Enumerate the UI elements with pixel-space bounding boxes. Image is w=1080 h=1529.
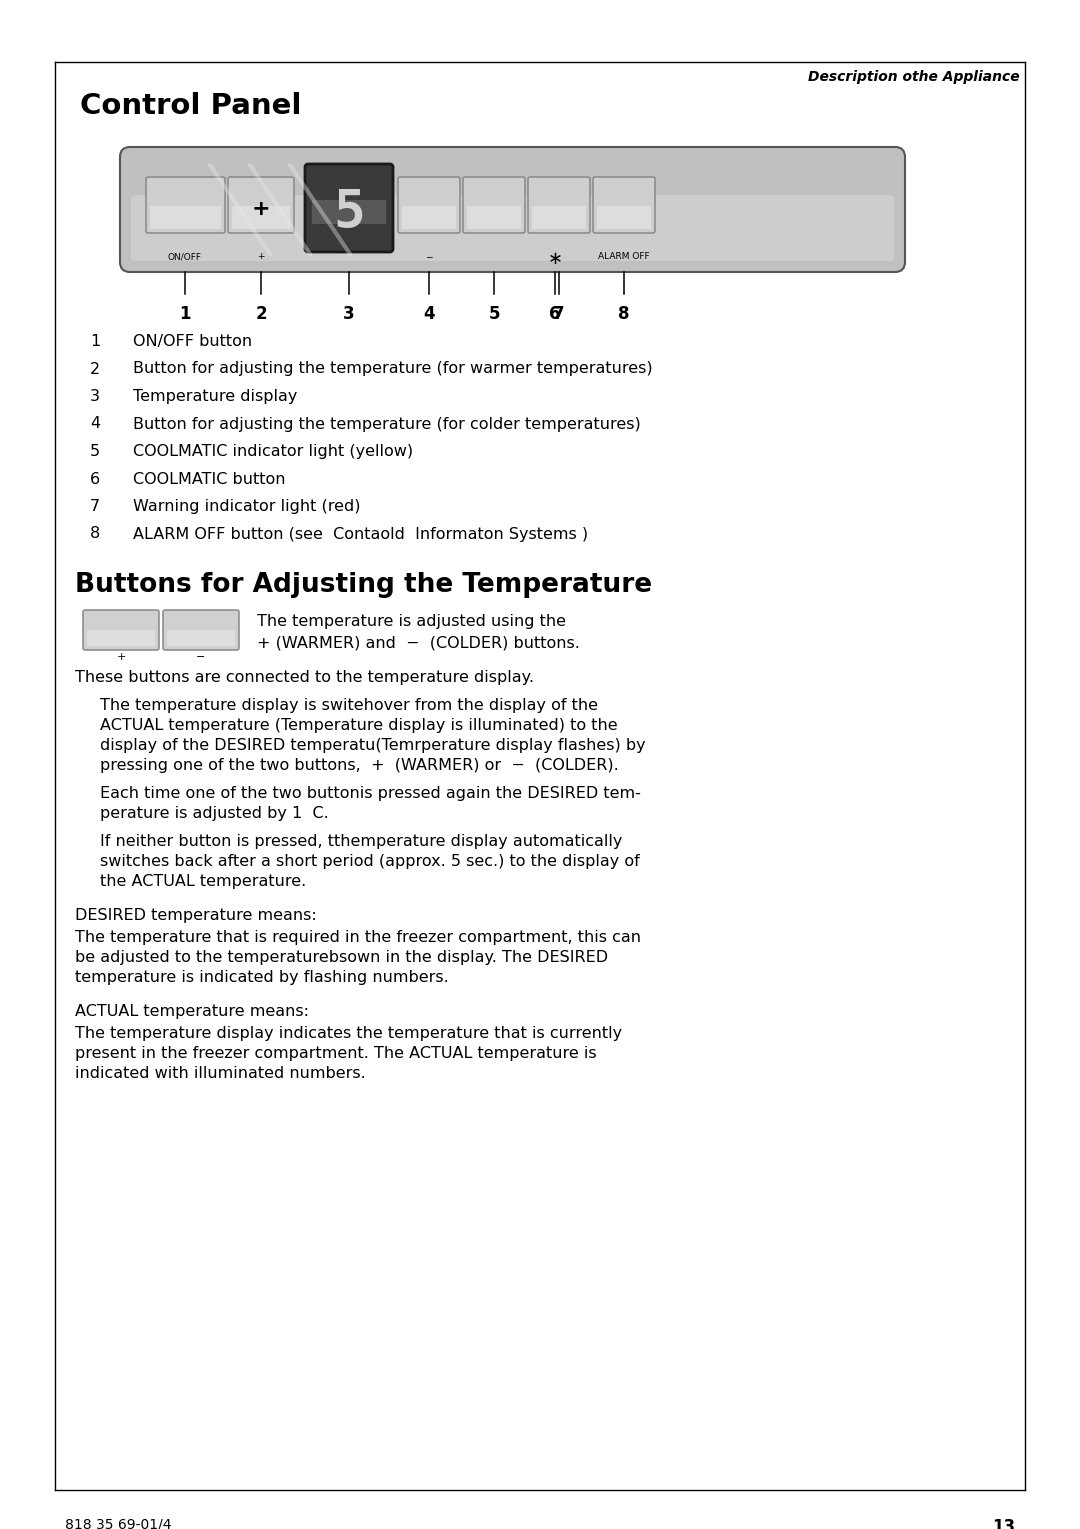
Text: COOLMATIC indicator light (yellow): COOLMATIC indicator light (yellow) — [133, 443, 414, 459]
Text: 6: 6 — [550, 304, 561, 323]
FancyBboxPatch shape — [528, 177, 590, 232]
Text: −: − — [197, 651, 205, 662]
Bar — [150, 205, 221, 229]
Text: 7: 7 — [90, 498, 100, 514]
Text: Control Panel: Control Panel — [80, 92, 301, 119]
Text: 4: 4 — [90, 416, 100, 431]
FancyBboxPatch shape — [399, 177, 460, 232]
Text: Button for adjusting the temperature (for colder temperatures): Button for adjusting the temperature (fo… — [133, 416, 640, 431]
FancyBboxPatch shape — [163, 610, 239, 650]
Text: COOLMATIC button: COOLMATIC button — [133, 471, 285, 486]
Text: 6: 6 — [90, 471, 100, 486]
Text: 8: 8 — [618, 304, 630, 323]
Bar — [232, 205, 291, 229]
FancyBboxPatch shape — [463, 177, 525, 232]
Text: 2: 2 — [90, 361, 100, 376]
Bar — [467, 205, 521, 229]
Text: Warning indicator light (red): Warning indicator light (red) — [133, 498, 361, 514]
Text: The temperature is adjusted using the
+ (WARMER) and  −  (COLDER) buttons.: The temperature is adjusted using the + … — [257, 615, 580, 651]
Bar — [532, 205, 586, 229]
Text: ALARM OFF button (see  Contaold  Informaton Systems ): ALARM OFF button (see Contaold Informato… — [133, 526, 589, 541]
Text: ON/OFF: ON/OFF — [168, 252, 202, 261]
Text: Buttons for Adjusting the Temperature: Buttons for Adjusting the Temperature — [75, 572, 652, 598]
Text: 2: 2 — [255, 304, 267, 323]
FancyBboxPatch shape — [593, 177, 654, 232]
Text: 8: 8 — [90, 526, 100, 541]
FancyBboxPatch shape — [305, 164, 393, 252]
Text: DESIRED temperature means:: DESIRED temperature means: — [75, 908, 316, 924]
Text: 4: 4 — [423, 304, 435, 323]
Text: ∗: ∗ — [548, 251, 563, 268]
FancyBboxPatch shape — [228, 177, 294, 232]
Text: 5: 5 — [488, 304, 500, 323]
Text: 818 35 69-01/4: 818 35 69-01/4 — [65, 1518, 172, 1529]
Text: 13: 13 — [991, 1518, 1015, 1529]
Bar — [597, 205, 651, 229]
FancyBboxPatch shape — [83, 610, 159, 650]
Text: Button for adjusting the temperature (for warmer temperatures): Button for adjusting the temperature (fo… — [133, 361, 652, 376]
Bar — [402, 205, 456, 229]
Text: +: + — [257, 252, 265, 261]
Text: 1: 1 — [90, 333, 100, 349]
Bar — [87, 630, 156, 645]
Text: These buttons are connected to the temperature display.: These buttons are connected to the tempe… — [75, 670, 534, 685]
Text: Each time one of the two buttonis pressed again the DESIRED tem-
perature is adj: Each time one of the two buttonis presse… — [100, 786, 640, 821]
Bar — [312, 200, 386, 225]
Text: Temperature display: Temperature display — [133, 388, 297, 404]
Text: 5: 5 — [90, 443, 100, 459]
Text: ALARM OFF: ALARM OFF — [598, 252, 650, 261]
Text: 5: 5 — [333, 187, 365, 239]
Text: The temperature display is switehover from the display of the
ACTUAL temperature: The temperature display is switehover fr… — [100, 699, 646, 774]
Text: +: + — [252, 199, 270, 219]
Text: 7: 7 — [553, 304, 565, 323]
FancyBboxPatch shape — [146, 177, 225, 232]
Text: ON/OFF button: ON/OFF button — [133, 333, 252, 349]
Text: 3: 3 — [90, 388, 100, 404]
FancyBboxPatch shape — [131, 196, 894, 261]
Text: Description othe Appliance: Description othe Appliance — [808, 70, 1020, 84]
Text: 3: 3 — [343, 304, 355, 323]
Bar — [167, 630, 235, 645]
Text: 1: 1 — [179, 304, 191, 323]
Text: ACTUAL temperature means:: ACTUAL temperature means: — [75, 1005, 309, 1018]
Text: The temperature display indicates the temperature that is currently
present in t: The temperature display indicates the te… — [75, 1026, 622, 1081]
FancyBboxPatch shape — [120, 147, 905, 272]
Text: −: − — [426, 252, 433, 261]
Text: If neither button is pressed, tthemperature display automatically
switches back : If neither button is pressed, tthemperat… — [100, 833, 639, 888]
Text: +: + — [117, 651, 125, 662]
Text: The temperature that is required in the freezer compartment, this can
be adjuste: The temperature that is required in the … — [75, 930, 642, 985]
